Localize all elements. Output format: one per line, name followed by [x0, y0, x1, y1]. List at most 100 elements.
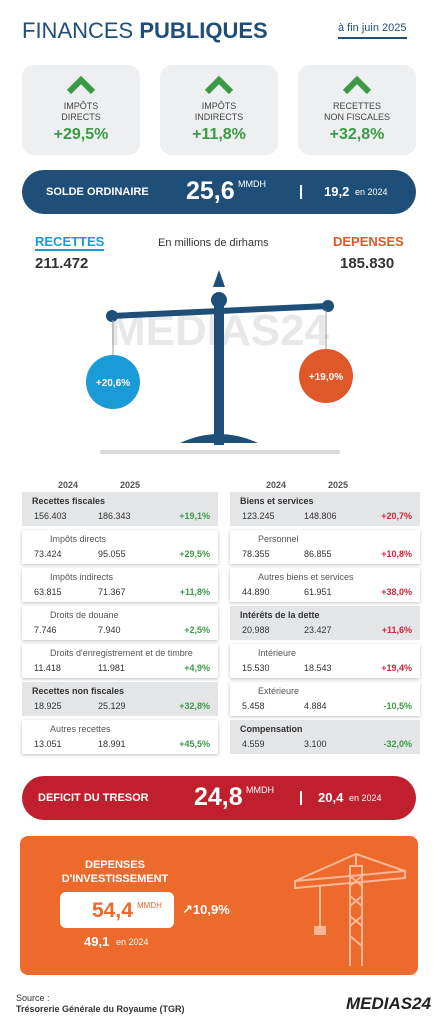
brand: MEDIAS24 [346, 994, 432, 1013]
value-2025: 3.100 [304, 739, 327, 749]
kpi-label: IMPÔTS INDIRECTS [160, 101, 278, 123]
investissement-prev-label: en 2024 [116, 937, 149, 947]
value-2025: 11.981 [98, 663, 125, 673]
value-2024: 13.051 [34, 739, 62, 749]
investissement-prev: 49,1 [84, 934, 110, 949]
recettes-label: RECETTES [35, 234, 105, 251]
row-label: Autres biens et services [258, 572, 354, 582]
recettes-weight [86, 355, 140, 409]
growth-value: 10,9% [192, 902, 230, 917]
deficit-band: DEFICIT DU TRESOR 24,8 MMDH 20,4 en 2024 [22, 776, 416, 820]
table-row: Recettes non fiscales 18.925 25.129 +32,8% [22, 682, 218, 716]
chevron [66, 75, 96, 95]
deficit-prev: 20,4 [318, 790, 344, 805]
year-header: 2024 [58, 480, 79, 490]
kpi-label-line: INDIRECTS [194, 112, 244, 122]
value-2024: 20.988 [242, 625, 270, 635]
table-row: Droits de douane 7.746 7.940 +2,5% [22, 606, 218, 640]
investissement-box: DEPENSES D'INVESTISSEMENT 54,4 MMDH ↗10,… [20, 836, 418, 975]
row-label: Impôts directs [50, 534, 107, 544]
value-2024: 44.890 [242, 587, 270, 597]
kpi-label: RECETTES NON FISCALES [298, 101, 416, 123]
table-row: Biens et services 123.245 148.806 +20,7% [230, 492, 420, 526]
value-2025: 71.367 [98, 587, 126, 597]
base-shadow [100, 450, 340, 454]
depenses-weight [299, 349, 353, 403]
up-arrow [66, 75, 96, 95]
pivot [211, 292, 227, 308]
value-2025: 7.940 [98, 625, 121, 635]
solde-band: SOLDE ORDINAIRE 25,6 MMDH 19,2 en 2024 [22, 170, 416, 214]
change: +19,1% [179, 511, 210, 521]
value-2025: 18.543 [304, 663, 332, 673]
row-label: Recettes fiscales [32, 496, 106, 506]
change: +4,9% [184, 663, 210, 673]
separator [300, 791, 302, 805]
value-2025: 4.884 [304, 701, 327, 711]
kpi-card: IMPÔTS DIRECTS +29,5% [22, 65, 140, 155]
change: +45,5% [179, 739, 210, 749]
row-label: Biens et services [240, 496, 314, 506]
change: +32,8% [179, 701, 210, 711]
kpi-label-line: DIRECTS [61, 112, 101, 122]
value-2024: 5.458 [242, 701, 265, 711]
kpi-value: +32,8% [329, 126, 385, 143]
deficit-label: DEFICIT DU TRESOR [38, 792, 149, 804]
up-arrow [342, 75, 372, 95]
source-text: Trésorerie Générale du Royaume (TGR) [16, 1004, 185, 1014]
investissement-title: DEPENSES D'INVESTISSEMENT [60, 858, 170, 886]
title-bold: PUBLIQUES [139, 18, 268, 43]
kpi-value: +11,8% [192, 126, 246, 143]
solde-prev: 19,2 [324, 184, 350, 199]
table-row: Intérieure 15.530 18.543 +19,4% [230, 644, 420, 678]
value-2024: 11.418 [34, 663, 61, 673]
change: +38,0% [381, 587, 412, 597]
kpi-value: +29,5% [53, 126, 109, 143]
value-2025: 23.427 [304, 625, 332, 635]
depenses-growth: +19,0% [309, 372, 343, 383]
value-2024: 78.355 [242, 549, 270, 559]
value-2024: 7.746 [34, 625, 57, 635]
row-label: Recettes non fiscales [32, 686, 125, 696]
table-row: Intérêts de la dette 20.988 23.427 +11,6% [230, 606, 420, 640]
year-header: 2024 [266, 480, 287, 490]
value-2024: 123.245 [242, 511, 275, 521]
table-row: Impôts indirects 63.815 71.367 +11,8% [22, 568, 218, 602]
table-row: Extérieure 5.458 4.884 -10,5% [230, 682, 420, 716]
value-2025: 86.855 [304, 549, 332, 559]
table-row: Impôts directs 73.424 95.055 +29,5% [22, 530, 218, 564]
source-label: Source : [16, 993, 50, 1003]
title-light: FINANCES [22, 18, 134, 43]
table-row: Recettes fiscales 156.403 186.343 +19,1% [22, 492, 218, 526]
table-row: Compensation 4.559 3.100 -32,0% [230, 720, 420, 754]
finial [213, 270, 225, 287]
value-2025: 148.806 [304, 511, 337, 521]
value-2025: 61.951 [304, 587, 332, 597]
table-row: Droits d'enregistrement et de timbre 11.4… [22, 644, 218, 678]
change: +20,7% [381, 511, 412, 521]
change: +19,4% [381, 663, 412, 673]
table-row: Autres recettes 13.051 18.991 +45,5% [22, 720, 218, 754]
kpi-label-line: RECETTES [332, 101, 381, 111]
value-2024: 18.925 [34, 701, 62, 711]
kpi-label-line: IMPÔTS [201, 101, 237, 111]
solde-label: SOLDE ORDINAIRE [46, 186, 149, 198]
row-label: Intérêts de la dette [240, 610, 320, 620]
deficit-value: 24,8 [194, 783, 243, 811]
value-2024: 15.530 [242, 663, 270, 673]
kpi-card: RECETTES NON FISCALES +32,8% [298, 65, 416, 155]
value-2025: 95.055 [98, 549, 126, 559]
value-2025: 25.129 [98, 701, 126, 711]
change: -32,0% [383, 739, 412, 749]
title: FINANCES PUBLIQUES [22, 18, 268, 44]
change: +11,6% [381, 625, 412, 635]
row-label: Personnel [258, 534, 299, 544]
depenses-label: DEPENSES [333, 234, 404, 249]
row-label: Impôts indirects [50, 572, 114, 582]
chevron [342, 75, 372, 95]
source: Source : Trésorerie Générale du Royaume … [16, 993, 185, 1015]
title-line: DEPENSES [85, 859, 145, 871]
change: +29,5% [179, 549, 210, 559]
deficit-unit: MMDH [246, 785, 274, 795]
